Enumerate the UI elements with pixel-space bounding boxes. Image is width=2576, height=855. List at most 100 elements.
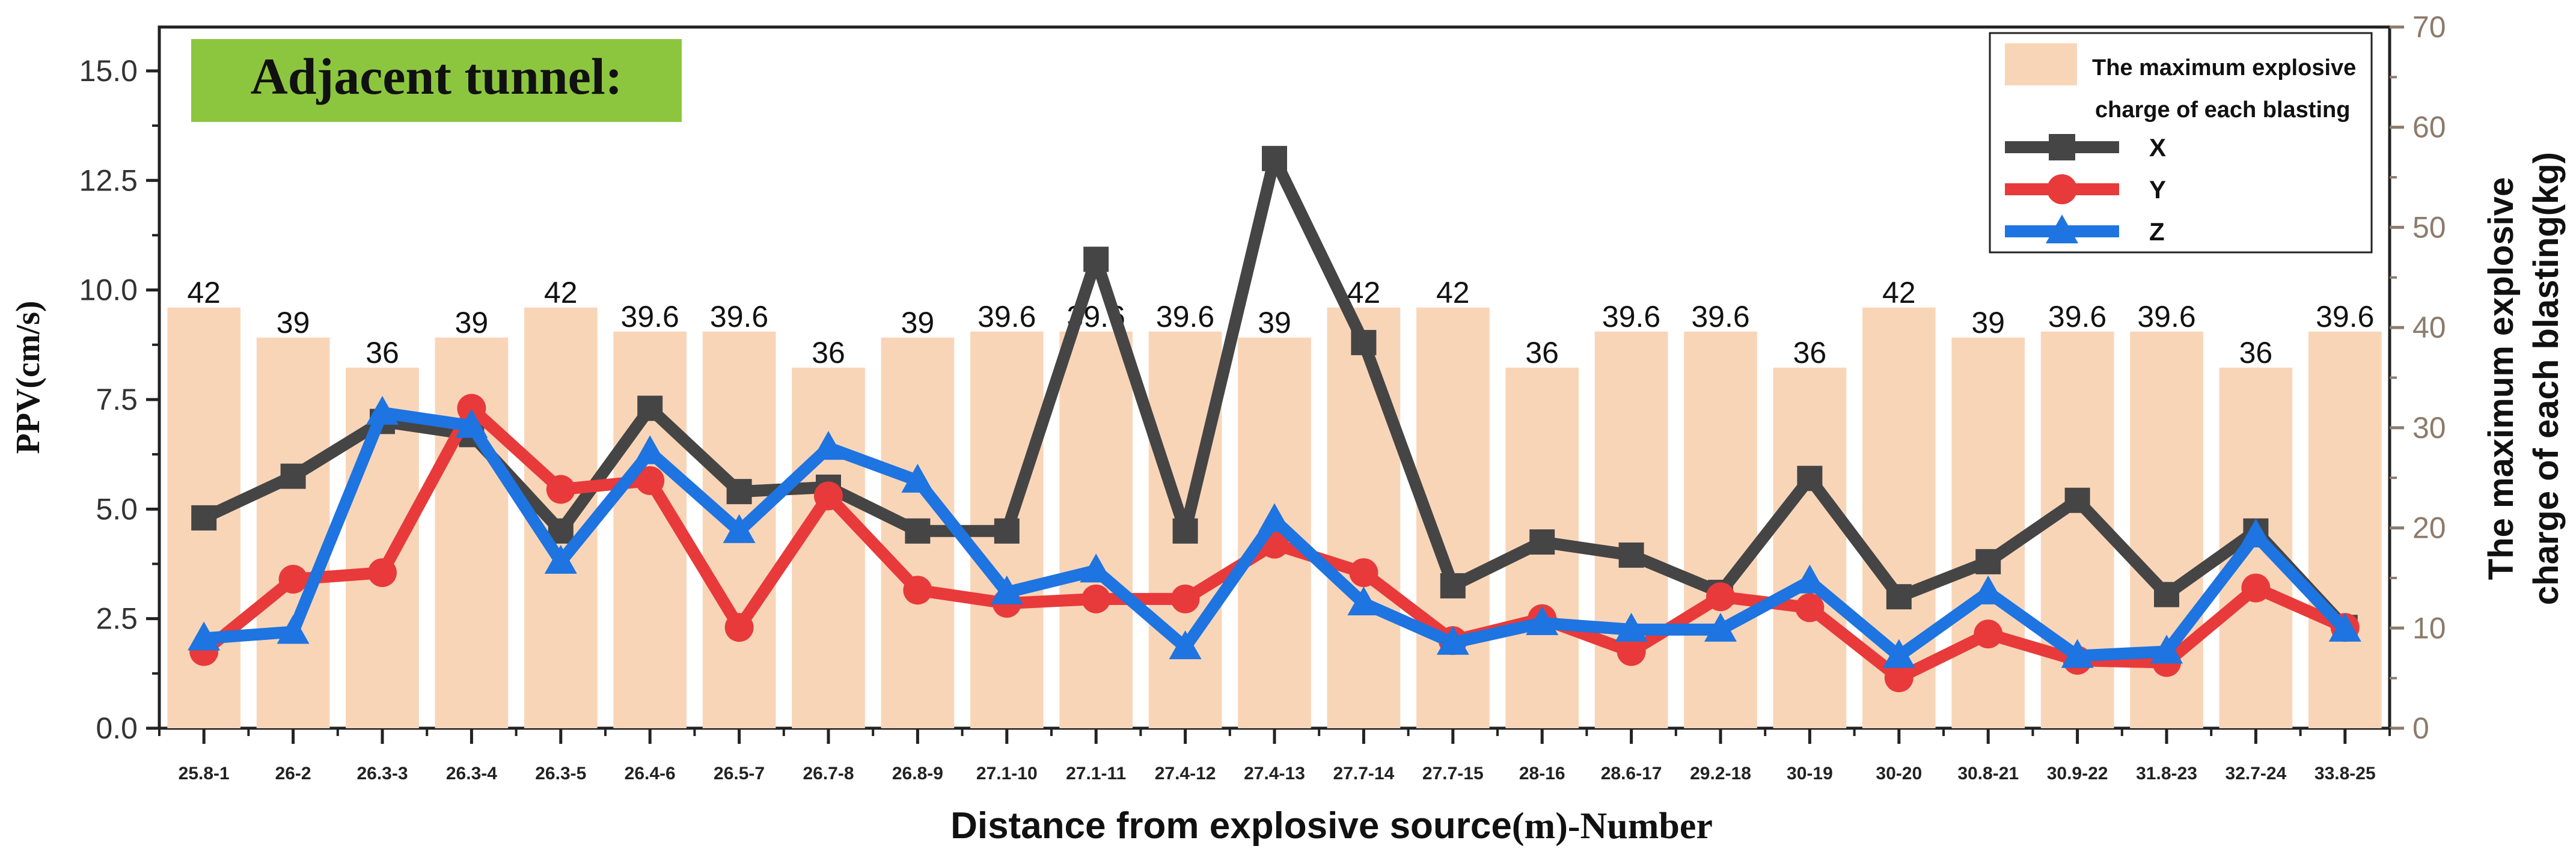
marker-Z-26.7-8 xyxy=(812,431,845,460)
marker-Y-26.5-7 xyxy=(724,613,754,642)
annotation-text: Adjacent tunnel: xyxy=(251,47,623,105)
marker-X-27.1-10 xyxy=(994,518,1020,544)
marker-Y-29.2-18 xyxy=(1706,582,1735,612)
x-tick-label-26.3-5: 26.3-5 xyxy=(535,764,586,783)
marker-Y-30-20 xyxy=(1884,663,1914,693)
x-tick-label-30.9-22: 30.9-22 xyxy=(2047,764,2108,783)
x-tick-label-26.4-6: 26.4-6 xyxy=(625,764,676,783)
bar-label-28.6-17: 39.6 xyxy=(1602,300,1660,333)
marker-Y-27.4-12 xyxy=(1170,584,1200,613)
marker-Y-30.8-21 xyxy=(1974,619,2003,649)
bar-label-26.8-9: 39 xyxy=(901,306,935,339)
bar-label-30-19: 36 xyxy=(1793,336,1827,370)
bar-27.7-14 xyxy=(1327,307,1401,728)
bar-30.8-21 xyxy=(1951,337,2025,728)
x-tick-label-27.1-10: 27.1-10 xyxy=(976,764,1038,783)
marker-Z-27.1-11 xyxy=(1080,553,1113,583)
bar-label-26.5-7: 39.6 xyxy=(710,300,768,333)
y-right-tick-label-30: 30 xyxy=(2412,411,2446,445)
bar-label-26.3-3: 36 xyxy=(366,336,399,370)
marker-X-27.1-11 xyxy=(1083,246,1109,272)
x-axis-title: Distance from explosive source(m)-Number xyxy=(950,805,1713,847)
marker-X-30.9-22 xyxy=(2064,487,2090,513)
marker-Z-27.4-12 xyxy=(1169,630,1202,660)
legend-label-Z: Z xyxy=(2149,218,2165,246)
x-tick-label-27.7-14: 27.7-14 xyxy=(1333,764,1395,783)
marker-Z-26.3-4 xyxy=(455,409,488,438)
marker-X-30-19 xyxy=(1797,466,1823,491)
lines-group xyxy=(188,145,2361,693)
marker-X-25.8-1 xyxy=(191,505,217,531)
x-tick-label-33.8-25: 33.8-25 xyxy=(2314,764,2376,783)
x-tick-label-26.3-4: 26.3-4 xyxy=(446,764,497,783)
axes-group: 0.0 2.5 5.0 7.5 10.0 12.5 15.0 0 10 20 30 40 50 60 70 2… xyxy=(79,10,2446,783)
marker-X-26.8-9 xyxy=(905,518,931,544)
x-tick-label-26.3-3: 26.3-3 xyxy=(356,764,408,783)
marker-Y-26.4-6 xyxy=(635,466,665,495)
bar-label-27.4-13: 39 xyxy=(1258,306,1291,339)
marker-X-30.8-21 xyxy=(1975,549,2001,574)
x-tick-label-29.2-18: 29.2-18 xyxy=(1690,764,1751,783)
x-tick-label-26-2: 26-2 xyxy=(275,764,311,783)
bar-label-31.8-23: 39.6 xyxy=(2137,300,2195,333)
marker-X-26.4-6 xyxy=(637,395,663,421)
marker-X-27.7-14 xyxy=(1351,330,1377,356)
legend-marker-Z xyxy=(2046,215,2078,243)
x-tick-label-27.1-11: 27.1-11 xyxy=(1066,764,1126,783)
marker-X-31.8-23 xyxy=(2154,582,2179,607)
marker-Z-31.8-23 xyxy=(2150,634,2183,664)
bar-27.1-11 xyxy=(1059,331,1133,728)
marker-Z-27.1-10 xyxy=(990,575,1023,604)
y-right-tick-label-60: 60 xyxy=(2412,111,2446,144)
marker-Y-27.1-11 xyxy=(1081,584,1111,613)
bar-label-25.8-1: 42 xyxy=(187,276,221,309)
bar-label-30-20: 42 xyxy=(1882,276,1916,309)
marker-Z-29.2-18 xyxy=(1704,612,1737,642)
marker-Y-27.7-14 xyxy=(1349,558,1378,588)
legend-marker-X xyxy=(2049,134,2075,160)
marker-Z-30.9-22 xyxy=(2061,639,2094,668)
marker-X-27.4-12 xyxy=(1172,518,1198,544)
marker-X-28-16 xyxy=(1529,529,1555,555)
marker-X-26-2 xyxy=(280,463,306,489)
marker-Z-30-20 xyxy=(1882,639,1915,668)
legend-bar-swatch xyxy=(2005,43,2077,85)
y-left-tick-label-12.5: 12.5 xyxy=(79,163,138,197)
bar-28.6-17 xyxy=(1594,331,1668,728)
marker-X-26.5-7 xyxy=(726,479,752,505)
legend: The maximum explosive charge of each bla… xyxy=(1989,32,2373,254)
marker-Z-30-19 xyxy=(1793,564,1826,594)
y-right-axis-title-line2: charge of each blasting(kg) xyxy=(2527,152,2566,605)
x-tick-label-26.7-8: 26.7-8 xyxy=(803,764,854,783)
y-right-tick-label-0: 0 xyxy=(2412,711,2429,745)
x-tick-label-30-19: 30-19 xyxy=(1787,764,1833,783)
marker-Z-27.4-13 xyxy=(1258,503,1291,532)
legend-label-X: X xyxy=(2149,133,2166,162)
bar-26-2 xyxy=(256,337,330,728)
y-left-axis-title: PPV(cm/s) xyxy=(10,300,47,454)
legend-label-Y: Y xyxy=(2149,175,2166,204)
x-axis-title-suffix: (m)-Number xyxy=(1512,806,1713,847)
marker-Z-26.5-7 xyxy=(723,514,756,543)
y-right-tick-label-50: 50 xyxy=(2412,210,2446,244)
bar-label-28-16: 36 xyxy=(1525,336,1559,370)
bar-label-27.1-10: 39.6 xyxy=(977,300,1036,333)
bar-label-26.3-5: 42 xyxy=(544,276,578,309)
x-tick-label-31.8-23: 31.8-23 xyxy=(2136,764,2197,783)
y-left-tick-label-5.0: 5.0 xyxy=(96,492,138,526)
x-tick-label-26.5-7: 26.5-7 xyxy=(714,764,765,783)
bar-33.8-25 xyxy=(2308,331,2382,728)
y-left-tick-label-0.0: 0.0 xyxy=(96,711,138,745)
bar-label-30.9-22: 39.6 xyxy=(2048,300,2106,333)
marker-Z-25.8-1 xyxy=(188,621,221,651)
marker-Z-28.6-17 xyxy=(1615,612,1648,642)
legend-marker-Y xyxy=(2047,174,2077,204)
marker-X-28.6-17 xyxy=(1618,542,1644,568)
marker-X-27.7-15 xyxy=(1440,573,1466,598)
marker-Y-26.3-3 xyxy=(368,558,397,588)
bar-label-30.8-21: 39 xyxy=(1971,306,2005,339)
y-left-tick-label-10.0: 10.0 xyxy=(79,273,138,307)
marker-Z-26.8-9 xyxy=(901,463,934,493)
bar-label-27.4-12: 39.6 xyxy=(1156,300,1214,333)
